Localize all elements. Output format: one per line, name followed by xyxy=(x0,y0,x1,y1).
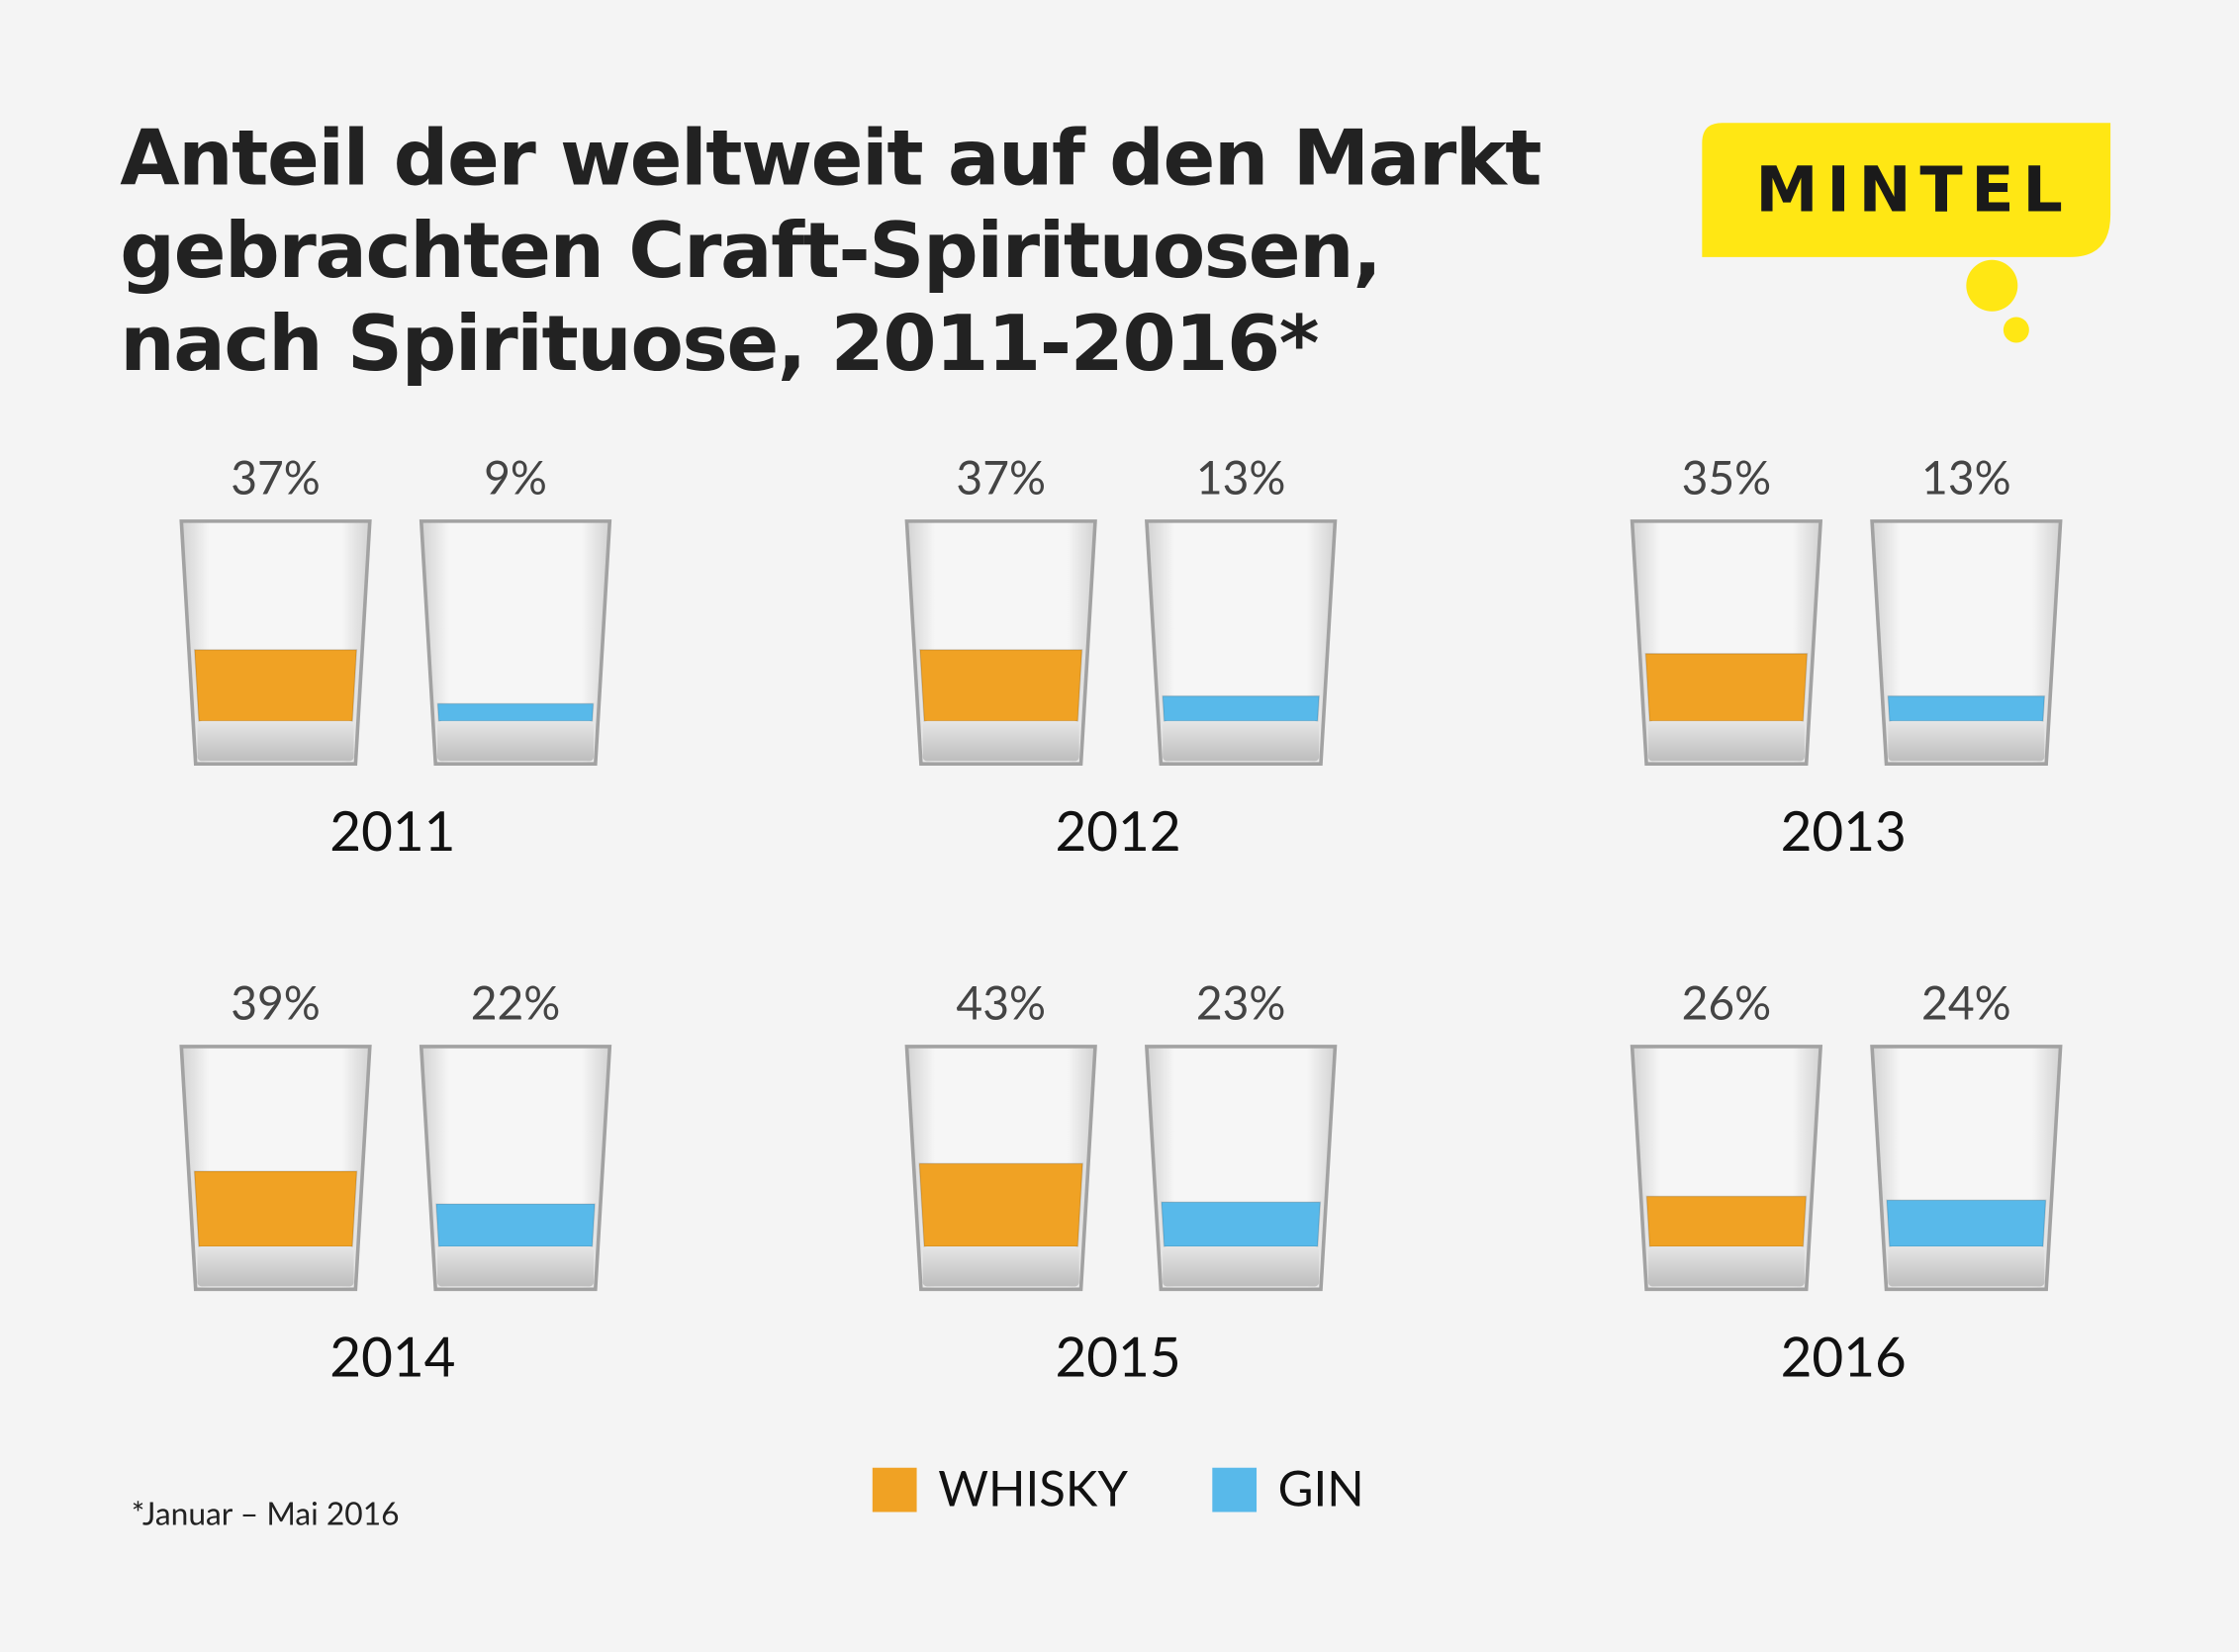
logo-dot xyxy=(2003,317,2029,343)
value-label: 35% xyxy=(1682,448,1772,504)
year-label: 2012 xyxy=(1055,797,1180,863)
glass-base xyxy=(922,720,1079,762)
value-label: 13% xyxy=(1921,448,2011,504)
glass-body xyxy=(419,519,612,767)
logo-bubble xyxy=(1702,123,2111,257)
liquid xyxy=(1644,653,1809,722)
logo-dot xyxy=(1966,259,2018,312)
glass-base xyxy=(1647,1246,1805,1287)
legend-label: WHISKY xyxy=(938,1460,1128,1517)
legend-label: GIN xyxy=(1278,1460,1364,1517)
year-label: 2014 xyxy=(329,1323,455,1388)
year-label: 2011 xyxy=(329,797,455,863)
glass-base xyxy=(1163,1246,1320,1287)
value-label: 24% xyxy=(1921,974,2011,1030)
logo: MINTEL xyxy=(1702,123,2111,343)
legend-swatch xyxy=(872,1467,917,1513)
glass-base xyxy=(1163,720,1320,762)
logo-text: MINTEL xyxy=(1755,153,2071,227)
value-label: 13% xyxy=(1196,448,1286,504)
liquid xyxy=(1162,694,1321,722)
value-label: 26% xyxy=(1682,974,1772,1030)
glass-base xyxy=(922,1246,1079,1287)
title-box: Anteil der weltweit auf den Markt gebrac… xyxy=(120,113,1541,389)
value-label: 37% xyxy=(231,448,321,504)
value-label: 39% xyxy=(231,974,321,1030)
value-label: 37% xyxy=(956,448,1046,504)
liquid xyxy=(1161,1201,1322,1247)
chart-title: Anteil der weltweit auf den Markt gebrac… xyxy=(120,113,1541,389)
liquid xyxy=(436,702,595,722)
glass-base xyxy=(1647,720,1805,762)
liquid xyxy=(435,1203,596,1247)
value-label: 9% xyxy=(484,448,547,504)
glass-base xyxy=(1888,720,2045,762)
value-label: 43% xyxy=(956,974,1046,1030)
glass-base xyxy=(197,1246,354,1287)
glass-base xyxy=(197,720,354,762)
liquid xyxy=(193,1170,358,1247)
legend-swatch xyxy=(1212,1467,1258,1513)
year-label: 2015 xyxy=(1055,1323,1180,1388)
liquid xyxy=(1645,1195,1808,1247)
liquid xyxy=(1887,694,2046,722)
glass-base xyxy=(436,720,595,762)
liquid xyxy=(1886,1199,2047,1247)
year-label: 2016 xyxy=(1781,1323,1907,1388)
liquid xyxy=(919,649,1083,722)
year-label: 2013 xyxy=(1781,797,1907,863)
value-label: 23% xyxy=(1196,974,1286,1030)
glass-base xyxy=(436,1246,595,1287)
value-label: 22% xyxy=(471,974,561,1030)
liquid xyxy=(918,1162,1083,1247)
footnote: *Januar – Mai 2016 xyxy=(132,1494,400,1531)
glass-base xyxy=(1888,1246,2045,1287)
liquid xyxy=(193,649,358,722)
